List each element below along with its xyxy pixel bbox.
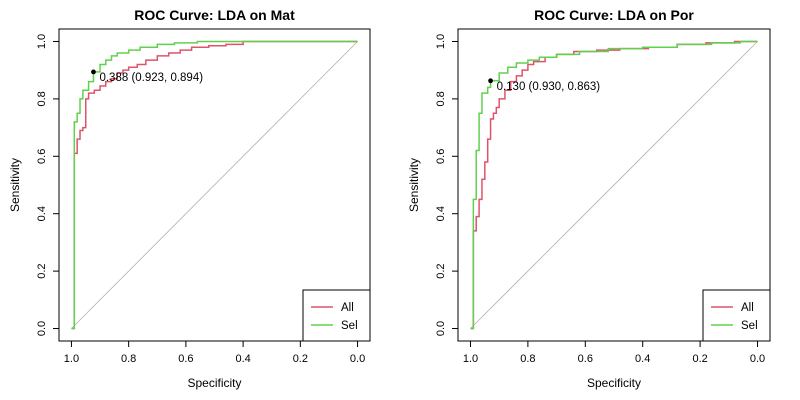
legend-label-all: All [341, 302, 354, 314]
legend-box [702, 289, 771, 342]
y-tick-label: 0.0 [36, 321, 48, 336]
x-axis-label: Specificity [187, 376, 241, 390]
x-tick-label: 0.4 [235, 353, 250, 365]
x-tick-label: 0.8 [520, 353, 535, 365]
x-tick-label: 0.4 [635, 353, 650, 365]
y-tick-label: 0.2 [435, 263, 447, 278]
plot-frame [58, 28, 371, 342]
threshold-label: 0.388 (0.923, 0.894) [99, 72, 203, 84]
series-line-sel [470, 40, 758, 330]
chart-panel-2: ROC Curve: LDA on Por 0.130 (0.930, 0.863… [407, 7, 771, 390]
y-tick-label: 0.6 [36, 149, 48, 164]
plot-frame [457, 28, 771, 342]
chart-title: ROC Curve: LDA on Mat [134, 7, 295, 23]
y-axis-label: Sensitivity [407, 158, 421, 212]
y-axis-label: Sensitivity [8, 158, 22, 212]
legend-box [302, 289, 371, 342]
diagonal-reference-line [470, 41, 758, 329]
chart-panel-1: ROC Curve: LDA on Mat 0.388 (0.923, 0.894… [8, 7, 371, 390]
x-tick-label: 0.8 [121, 353, 136, 365]
y-tick-label: 0.6 [435, 149, 447, 164]
x-tick-label: 0.6 [578, 353, 593, 365]
x-tick-label: 1.0 [64, 353, 79, 365]
legend: All Sel [702, 289, 771, 342]
x-tick-label: 0.6 [178, 353, 193, 365]
legend-label-all: All [741, 302, 754, 314]
y-tick-label: 1.0 [36, 34, 48, 49]
series-line-sel [71, 40, 358, 330]
chart-title: ROC Curve: LDA on Por [534, 7, 694, 23]
threshold-point [91, 69, 96, 75]
y-tick-label: 0.8 [36, 91, 48, 106]
y-tick-label: 0.8 [435, 91, 447, 106]
y-tick-label: 0.4 [36, 206, 48, 221]
legend-label-sel: Sel [341, 320, 358, 332]
x-axis-label: Specificity [587, 376, 641, 390]
legend: All Sel [302, 289, 371, 342]
x-tick-label: 0.0 [350, 353, 365, 365]
x-tick-label: 0.2 [293, 353, 308, 365]
x-tick-label: 1.0 [463, 353, 478, 365]
x-tick-label: 0.0 [750, 353, 765, 365]
series-line-all [71, 40, 358, 330]
y-tick-label: 0.2 [36, 263, 48, 278]
x-tick-label: 0.2 [692, 353, 707, 365]
diagonal-reference-line [71, 41, 358, 329]
y-tick-label: 1.0 [435, 34, 447, 49]
y-tick-label: 0.0 [435, 321, 447, 336]
threshold-point [488, 78, 493, 84]
y-tick-label: 0.4 [435, 206, 447, 221]
legend-label-sel: Sel [741, 320, 758, 332]
threshold-label: 0.130 (0.930, 0.863) [497, 81, 601, 93]
